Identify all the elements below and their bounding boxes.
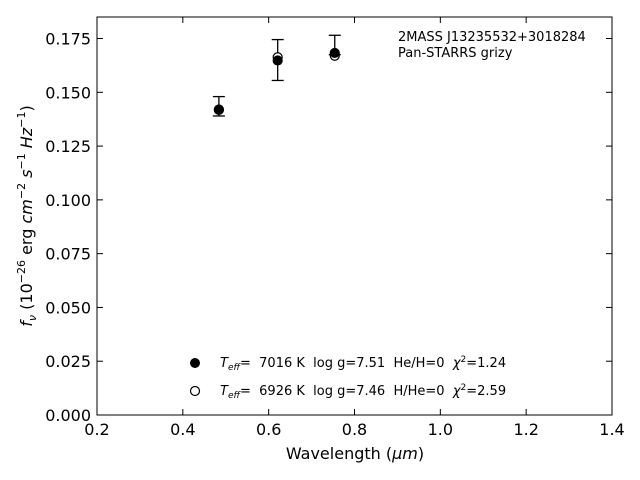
x-tick-label: 0.8 [342,420,367,439]
legend-marker-open [189,385,201,397]
x-axis-label: Wavelength (μm) [286,444,424,463]
y-tick-label: 0.075 [45,245,91,264]
legend: Teff= 7016 K log g=7.51 He/H=0 χ2=1.24 T… [189,355,506,401]
model-point-filled [213,104,224,116]
model-point-filled [272,55,283,66]
y-tick-label: 0.175 [45,30,91,49]
y-axis-label: fν (10−26 erg cm−2 s−1 Hz−1) [15,105,39,326]
legend-entry-2: Teff= 6926 K log g=7.46 H/He=0 χ2=2.59 [220,383,506,401]
y-tick-label: 0.125 [45,137,91,156]
tick-layer: 0.2 0.4 0.6 0.8 1.0 1.2 1.4 0.000 0.025 0.050 0.07… [45,17,625,439]
y-tick-label: 0.100 [45,191,91,210]
x-tick-label: 0.4 [170,420,195,439]
annotation-line-2: Pan-STARRS grizy [398,46,513,61]
x-tick-label: 0.2 [84,420,109,439]
model-point-filled [329,47,340,59]
x-tick-label: 1.4 [599,420,624,439]
y-tick-label: 0.000 [45,406,91,425]
y-tick-label: 0.050 [45,298,91,317]
x-tick-label: 0.6 [256,420,281,439]
x-tick-label: 1.0 [428,420,453,439]
mark-layer [212,34,341,117]
y-tick-label: 0.025 [45,352,91,371]
plot-frame [96,16,613,416]
legend-entry-1: Teff= 7016 K log g=7.51 He/H=0 χ2=1.24 [220,355,506,373]
annotation-line-1: 2MASS J13235532+3018284 [398,30,586,45]
x-tick-label: 1.2 [513,420,538,439]
y-tick-label: 0.150 [45,83,91,102]
legend-marker-filled [190,358,200,368]
